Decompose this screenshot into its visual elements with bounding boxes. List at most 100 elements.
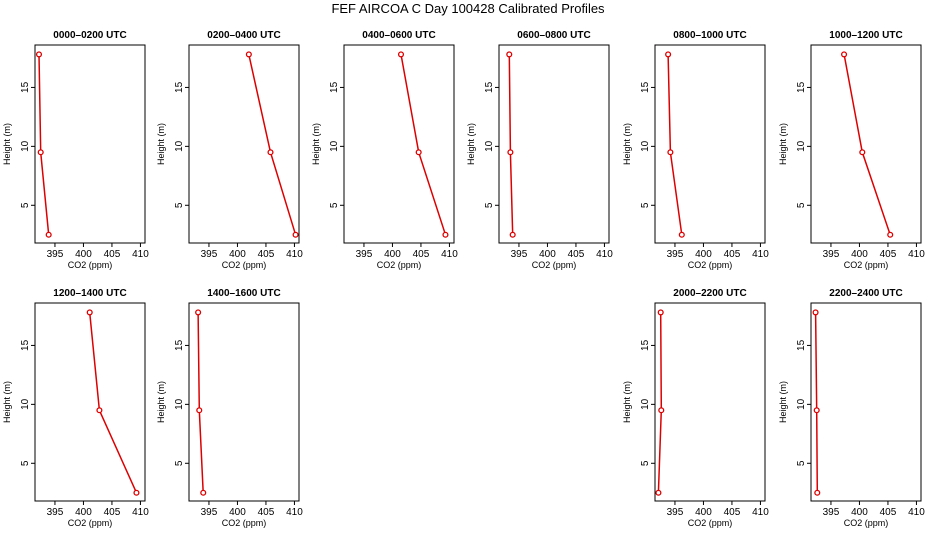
- x-tick-label: 400: [695, 249, 712, 260]
- profile-line: [814, 312, 819, 493]
- y-tick-label: 15: [20, 81, 31, 93]
- x-axis-label: CO2 (ppm): [68, 260, 113, 270]
- plot-frame: [654, 302, 766, 502]
- y-axis-label: Height (m): [622, 381, 632, 423]
- x-tick-label: 405: [724, 249, 741, 260]
- y-tick-label: 15: [174, 339, 185, 351]
- data-point: [667, 149, 674, 156]
- data-point: [678, 231, 685, 238]
- y-tick-label: 10: [484, 140, 495, 152]
- x-tick-label: 405: [568, 249, 585, 260]
- y-tick-label: 5: [20, 202, 31, 208]
- profile-line: [657, 312, 663, 493]
- x-tick-label: 400: [75, 249, 92, 260]
- x-axis-label: CO2 (ppm): [222, 518, 267, 528]
- y-tick-label: 15: [329, 81, 340, 93]
- panel-title: 1200–1400 UTC: [53, 288, 126, 299]
- y-tick-label: 10: [20, 140, 31, 152]
- y-axis-label: Height (m): [311, 123, 321, 165]
- panel-4: 0600–0800 UTC 395 400 405 410 5 10 15 CO2 (ppm) H…: [466, 30, 613, 270]
- profile-line: [248, 54, 297, 236]
- data-point: [195, 309, 202, 316]
- y-tick-label: 10: [20, 398, 31, 410]
- profile-line: [667, 54, 683, 235]
- y-tick-label: 5: [329, 202, 340, 208]
- panel-7: 1200–1400 UTC 395 400 405 410 5 10 15 CO2 (ppm) H…: [2, 288, 149, 528]
- x-axis-label: CO2 (ppm): [844, 260, 889, 270]
- y-tick-label: 10: [329, 140, 340, 152]
- plot-frame: [498, 44, 610, 244]
- y-tick-label: 15: [640, 81, 651, 93]
- x-tick-label: 395: [201, 507, 218, 518]
- panel-title: 2000–2200 UTC: [673, 288, 746, 299]
- profile-line: [508, 54, 514, 235]
- data-point: [267, 149, 274, 156]
- x-tick-label: 410: [596, 249, 613, 260]
- x-tick-label: 410: [132, 507, 149, 518]
- y-tick-label: 10: [796, 140, 807, 152]
- x-tick-label: 395: [667, 507, 684, 518]
- y-axis-label: Height (m): [156, 381, 166, 423]
- plot-frame: [188, 302, 300, 502]
- data-point: [813, 407, 820, 414]
- profile-line: [843, 54, 891, 236]
- x-axis-label: CO2 (ppm): [68, 518, 113, 528]
- panel-title: 0000–0200 UTC: [53, 30, 126, 41]
- x-tick-label: 395: [47, 249, 64, 260]
- panel-2: 0200–0400 UTC 395 400 405 410 5 10 15 CO2 (ppm) H…: [156, 30, 303, 270]
- y-axis-label: Height (m): [778, 381, 788, 423]
- y-tick-label: 5: [640, 202, 651, 208]
- plot-frame: [810, 44, 922, 244]
- x-tick-label: 395: [201, 249, 218, 260]
- panel-9: 2000–2200 UTC 395 400 405 410 5 10 15 CO2 (ppm) H…: [622, 288, 769, 528]
- y-axis-label: Height (m): [466, 123, 476, 165]
- data-point: [35, 51, 43, 58]
- profile-line: [38, 54, 50, 235]
- x-tick-label: 405: [104, 249, 121, 260]
- y-tick-label: 15: [796, 81, 807, 93]
- x-tick-label: 405: [880, 507, 897, 518]
- x-tick-label: 395: [511, 249, 528, 260]
- x-tick-label: 405: [104, 507, 121, 518]
- data-point: [507, 149, 514, 156]
- chart-title: FEF AIRCOA C Day 100428 Calibrated Profi…: [331, 1, 605, 16]
- panel-8: 1400–1600 UTC 395 400 405 410 5 10 15 CO2 (ppm) H…: [156, 288, 303, 528]
- x-tick-label: 405: [258, 249, 275, 260]
- x-tick-label: 400: [851, 507, 868, 518]
- x-axis-label: CO2 (ppm): [222, 260, 267, 270]
- x-axis-label: CO2 (ppm): [532, 260, 577, 270]
- x-tick-label: 410: [752, 249, 769, 260]
- x-tick-label: 400: [695, 507, 712, 518]
- data-point: [86, 309, 93, 316]
- data-point: [442, 231, 449, 238]
- y-tick-label: 5: [174, 460, 185, 466]
- data-point: [415, 149, 422, 156]
- y-tick-label: 5: [20, 460, 31, 466]
- data-point: [506, 51, 513, 58]
- x-tick-label: 400: [229, 507, 246, 518]
- data-point: [658, 407, 665, 414]
- data-point: [841, 51, 848, 58]
- profile-line: [197, 312, 204, 493]
- panel-title: 1000–1200 UTC: [829, 30, 902, 41]
- plot-frame: [34, 302, 146, 502]
- y-tick-label: 5: [796, 460, 807, 466]
- data-point: [887, 231, 894, 238]
- x-tick-label: 410: [132, 249, 149, 260]
- data-point: [45, 231, 52, 238]
- data-point: [96, 407, 103, 414]
- plot-frame: [654, 44, 766, 244]
- plot-frame: [188, 44, 300, 244]
- y-axis-label: Height (m): [156, 123, 166, 165]
- y-axis-label: Height (m): [778, 123, 788, 165]
- x-tick-label: 400: [384, 249, 401, 260]
- panel-3: 0400–0600 UTC 395 400 405 410 5 10 15 CO2 (ppm) H…: [311, 30, 458, 270]
- data-point: [657, 309, 664, 316]
- y-tick-label: 10: [640, 398, 651, 410]
- y-tick-label: 5: [640, 460, 651, 466]
- panel-10: 2200–2400 UTC 395 400 405 410 5 10 15 CO2 (ppm) H…: [778, 288, 925, 528]
- y-tick-label: 15: [174, 81, 185, 93]
- data-point: [509, 231, 516, 238]
- data-point: [397, 51, 405, 58]
- panel-title: 0800–1000 UTC: [673, 30, 746, 41]
